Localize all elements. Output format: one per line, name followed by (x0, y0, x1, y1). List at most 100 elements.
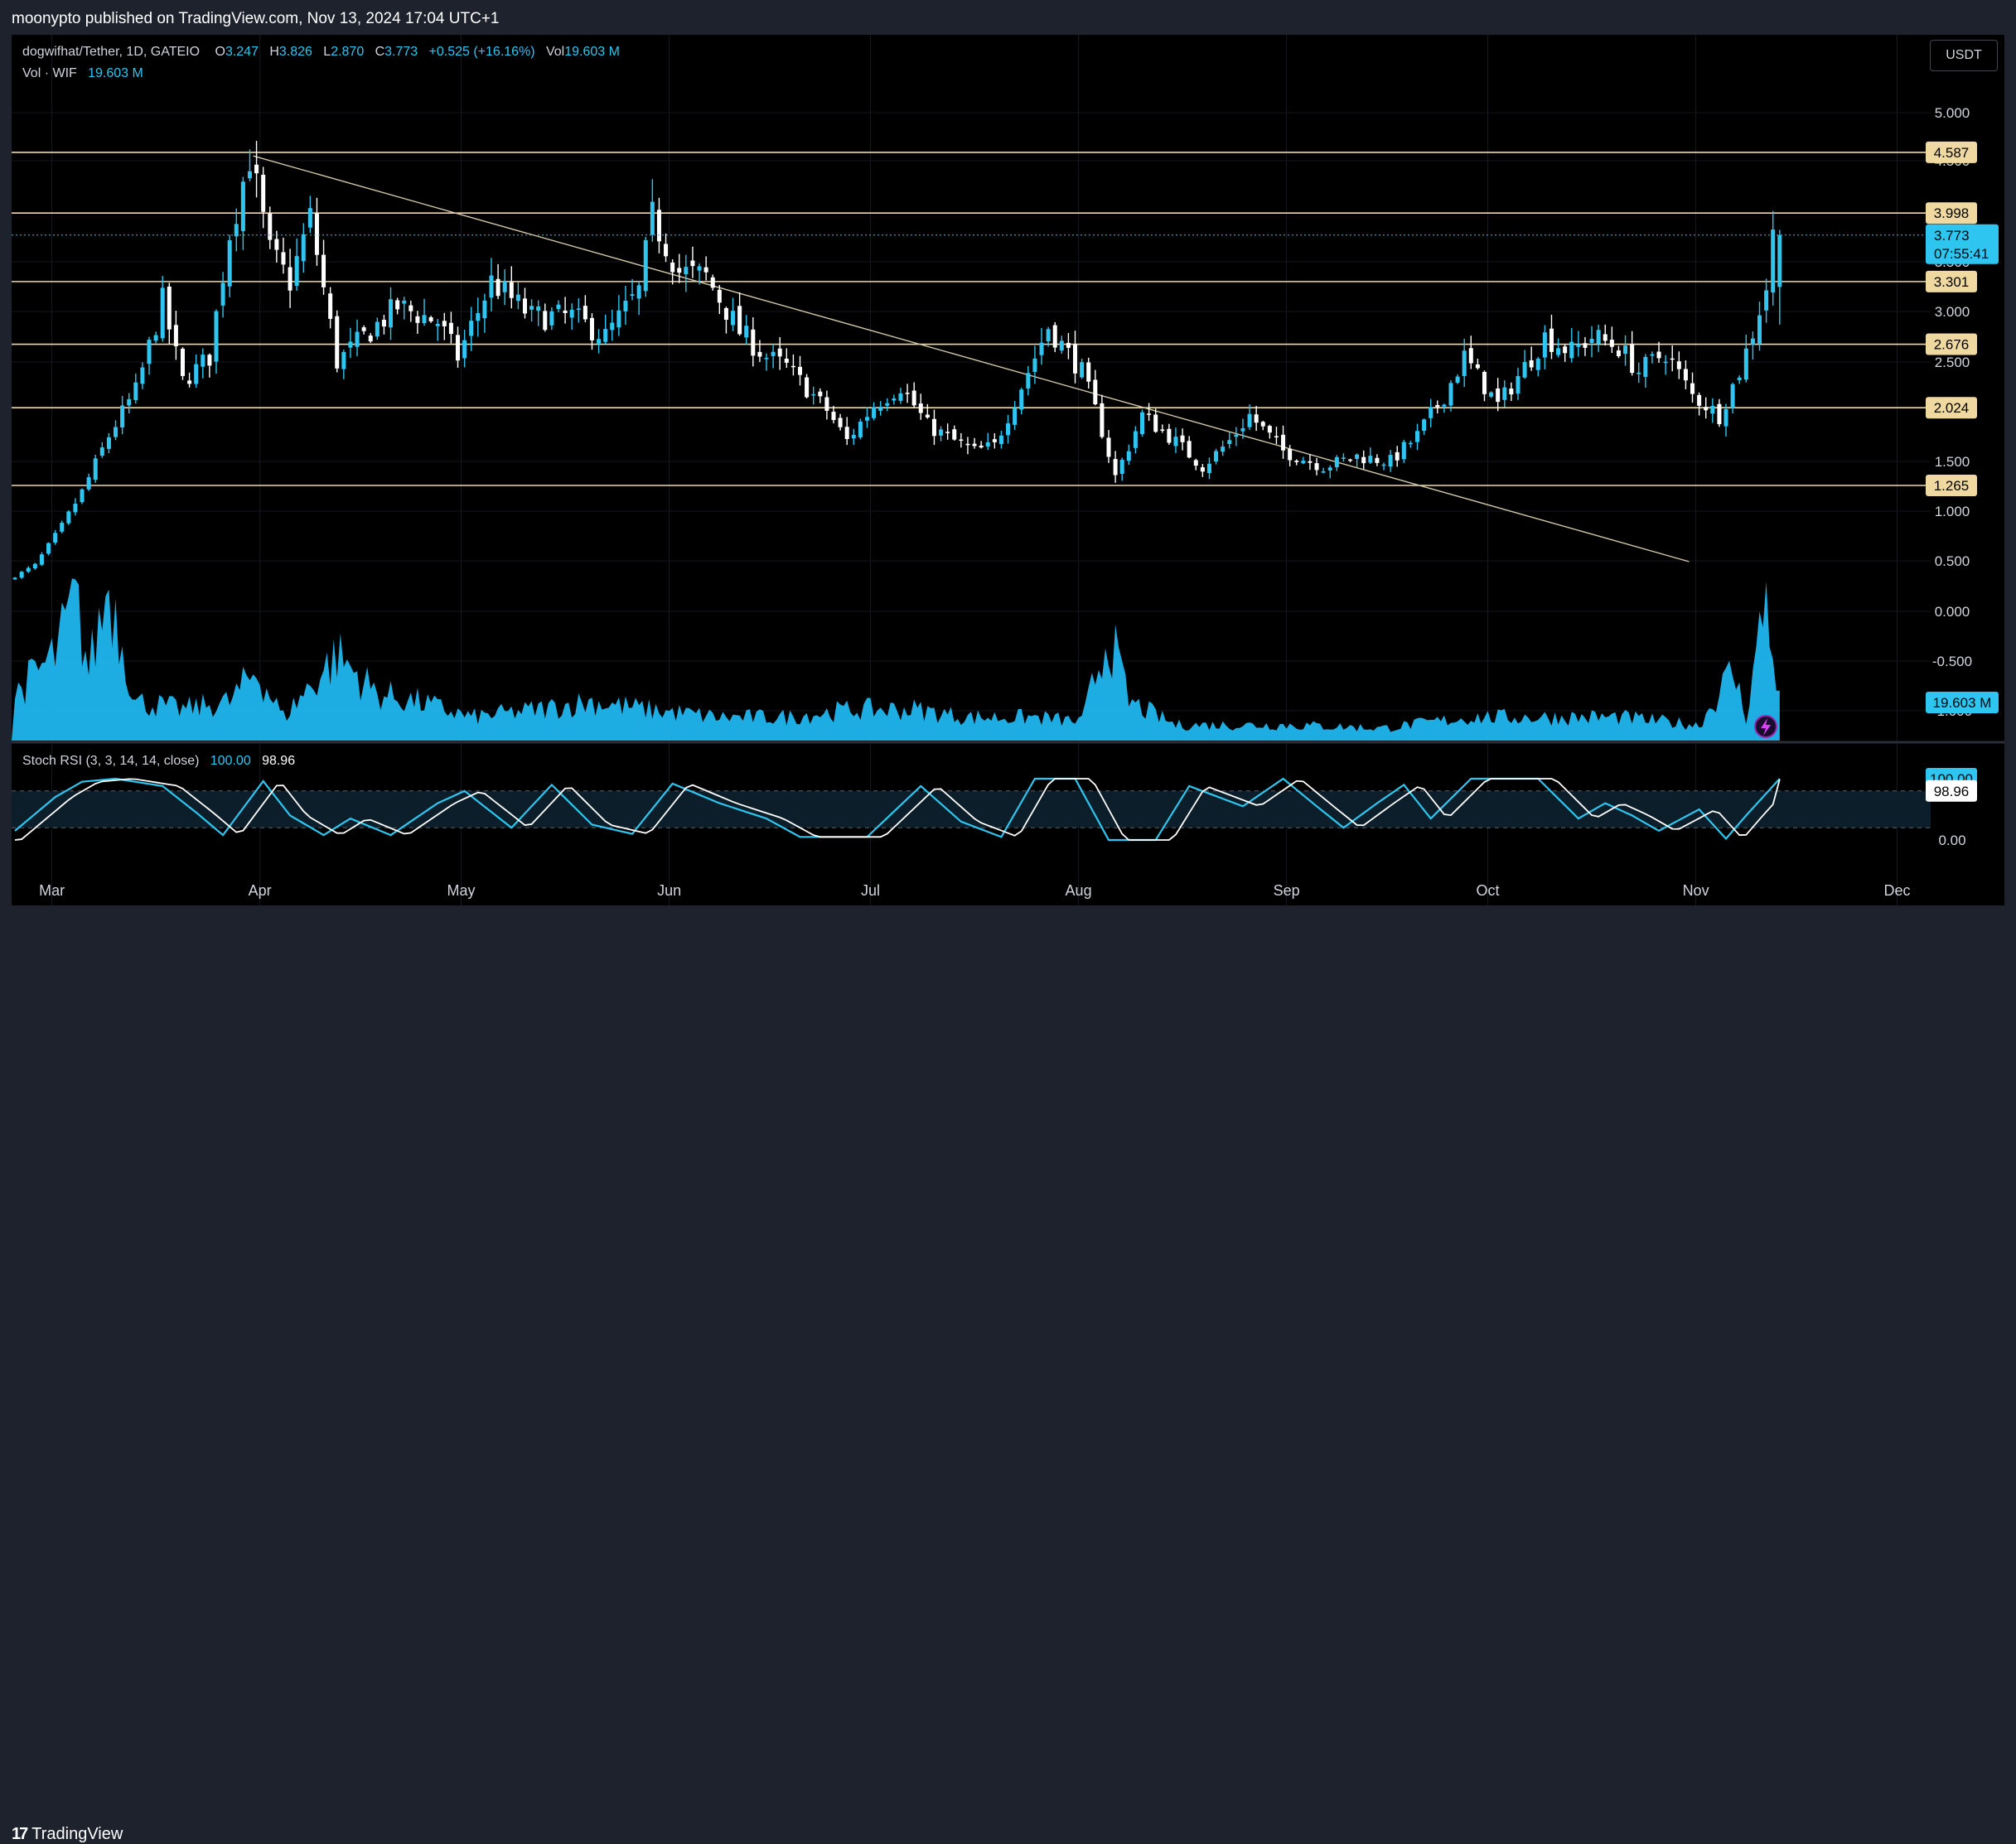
horizontal-levels[interactable] (12, 152, 1931, 486)
candle-body (1462, 350, 1467, 376)
candle-body (1100, 403, 1105, 437)
candle (1368, 447, 1373, 465)
candle-body (1542, 332, 1547, 358)
candle (1435, 400, 1440, 414)
candle-body (858, 422, 863, 437)
candle (307, 196, 312, 234)
candle-body (737, 306, 742, 335)
time-tick: Apr (249, 882, 272, 899)
chart-canvas[interactable]: 5.0004.5004.0003.5003.0002.5001.5001.000… (0, 0, 2016, 951)
candle-body (536, 306, 541, 311)
symbol-label[interactable]: dogwifhat/Tether, 1D, GATEIO (22, 45, 201, 59)
candle-body (1013, 408, 1018, 425)
candle (885, 398, 890, 412)
stoch-label[interactable]: Stoch RSI (3, 3, 14, 14, close) (22, 754, 200, 768)
candle-body (402, 300, 407, 304)
candle-body (314, 213, 319, 255)
candle-body (1147, 413, 1152, 415)
candle-body (207, 355, 212, 366)
candle-body (120, 405, 125, 427)
stoch-rsi-pane[interactable] (12, 777, 1931, 842)
candle (1026, 365, 1031, 396)
candle-body (1167, 428, 1172, 443)
price-pane[interactable] (12, 141, 1931, 580)
candle (1334, 455, 1339, 471)
tradingview-logo[interactable]: 17 TradingView (12, 1825, 123, 1844)
candle (167, 282, 172, 345)
candle (1757, 302, 1762, 351)
candle (1395, 446, 1400, 467)
candle (53, 529, 58, 545)
change-value: +0.525 (+16.16%) (428, 45, 535, 59)
candle-body (515, 294, 520, 302)
candle (489, 258, 494, 311)
candle-body (589, 317, 594, 340)
candle-body (140, 367, 145, 384)
candle-body (1764, 290, 1769, 311)
candle (656, 197, 661, 253)
candle (1032, 345, 1037, 384)
candle-body (1288, 448, 1293, 461)
candle-body (576, 308, 581, 310)
candle-body (529, 306, 534, 310)
candle-body (1529, 360, 1534, 368)
candle-body (549, 311, 554, 326)
candle (32, 562, 37, 571)
candle (39, 552, 44, 567)
chart-frame[interactable] (12, 35, 2004, 905)
candle (1777, 229, 1782, 325)
candle (751, 317, 756, 367)
candle-body (381, 320, 386, 327)
candle (603, 314, 608, 345)
alert-bolt-icon[interactable] (1754, 715, 1777, 738)
volume-series-label[interactable]: Vol · WIF (22, 66, 77, 80)
candle (415, 311, 420, 334)
candle-body (723, 307, 728, 320)
candle (872, 402, 877, 421)
candle (1173, 427, 1178, 453)
candle (133, 373, 138, 404)
candle-body (797, 366, 803, 375)
currency-button[interactable]: USDT (1930, 40, 1998, 71)
candle (1019, 388, 1024, 415)
candle (643, 236, 648, 297)
candle (1636, 362, 1641, 384)
price-tick: -0.500 (1932, 654, 1972, 669)
candle-body (844, 427, 849, 440)
candle-body (274, 239, 279, 250)
candle (1650, 351, 1655, 364)
candle-body (777, 348, 782, 357)
candle (1576, 331, 1581, 357)
price-axis[interactable]: 5.0004.5004.0003.5003.0002.5001.5001.000… (1926, 105, 1999, 848)
candle-body (194, 364, 199, 384)
candle (254, 141, 259, 198)
candle (939, 426, 944, 442)
candle (1616, 345, 1621, 359)
candle (1717, 398, 1722, 427)
candle (127, 393, 132, 413)
candle-body (522, 298, 527, 314)
candle (281, 237, 286, 274)
trendline[interactable] (253, 155, 1690, 562)
candle-body (1206, 463, 1211, 474)
time-axis[interactable]: Mar Apr May Jun Jul Aug Sep Oct Nov Dec (39, 882, 1910, 899)
candle-body (261, 174, 266, 212)
candle-body (133, 382, 138, 400)
candle-body (1368, 456, 1373, 463)
candle (1119, 457, 1124, 481)
candle (395, 297, 400, 315)
candle (1475, 358, 1480, 370)
candle (1482, 370, 1487, 402)
candle-body (878, 406, 883, 411)
time-tick: Sep (1274, 882, 1300, 899)
candle-body (147, 340, 152, 364)
candle (1086, 357, 1091, 389)
candle-body (1126, 451, 1131, 461)
candle-body (623, 301, 628, 311)
candle-body (214, 311, 219, 362)
candle (153, 331, 158, 344)
volume-tag-bg (1926, 692, 1999, 713)
level-tag-bg (1926, 270, 1977, 292)
candle-body (1448, 383, 1453, 406)
countdown-tag: 07:55:41 (1934, 246, 1989, 262)
